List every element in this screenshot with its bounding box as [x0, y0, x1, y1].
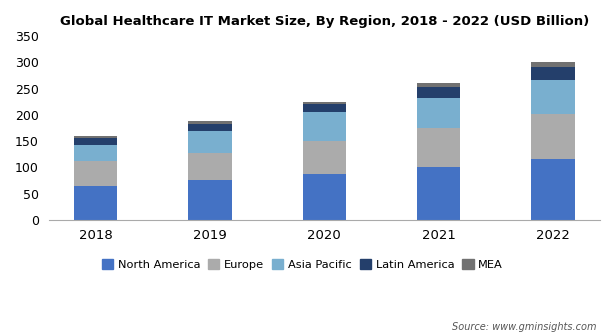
Bar: [303, 174, 346, 220]
Bar: [531, 159, 575, 220]
Bar: [531, 114, 575, 159]
Bar: [74, 138, 117, 145]
Bar: [74, 136, 117, 138]
Bar: [531, 67, 575, 80]
Bar: [417, 87, 461, 97]
Bar: [188, 153, 232, 181]
Bar: [188, 181, 232, 220]
Bar: [74, 145, 117, 161]
Bar: [417, 97, 461, 128]
Bar: [417, 128, 461, 167]
Bar: [303, 112, 346, 141]
Bar: [74, 186, 117, 220]
Title: Global Healthcare IT Market Size, By Region, 2018 - 2022 (USD Billion): Global Healthcare IT Market Size, By Reg…: [60, 15, 589, 28]
Bar: [74, 161, 117, 186]
Text: Source: www.gminsights.com: Source: www.gminsights.com: [452, 322, 597, 332]
Bar: [303, 141, 346, 174]
Bar: [303, 104, 346, 112]
Bar: [531, 80, 575, 114]
Bar: [188, 124, 232, 131]
Bar: [417, 167, 461, 220]
Bar: [303, 102, 346, 104]
Legend: North America, Europe, Asia Pacific, Latin America, MEA: North America, Europe, Asia Pacific, Lat…: [97, 255, 507, 275]
Bar: [531, 62, 575, 67]
Bar: [417, 83, 461, 87]
Bar: [188, 121, 232, 124]
Bar: [188, 131, 232, 153]
